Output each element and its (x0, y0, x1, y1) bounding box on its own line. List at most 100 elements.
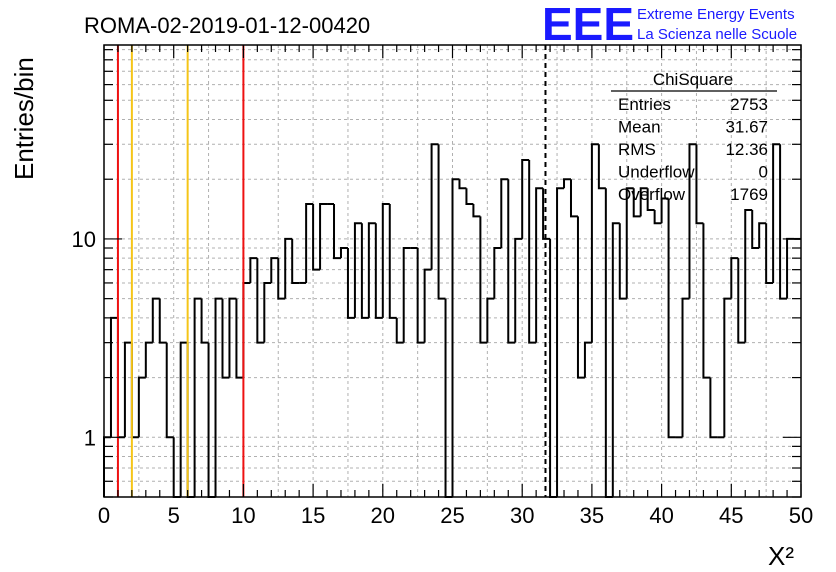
histogram-bin (493, 247, 502, 299)
stats-label: Mean (618, 118, 661, 137)
histogram-bin (151, 297, 160, 343)
histogram-bin (472, 204, 481, 218)
histogram-bin (632, 188, 641, 218)
histogram-bin (193, 297, 202, 497)
x-tick-label: 5 (168, 503, 180, 528)
histogram-bin (563, 178, 571, 189)
stats-value: 31.67 (725, 118, 768, 137)
x-axis-title: X² (768, 541, 794, 571)
histogram-bin (319, 203, 328, 270)
x-tick-label: 40 (649, 503, 673, 528)
histogram-bin (556, 187, 565, 497)
histogram-bin (402, 247, 411, 343)
histogram-bin (186, 342, 195, 498)
histogram-bin (569, 179, 578, 218)
histogram-bin (395, 317, 404, 344)
histogram-bin (130, 342, 139, 439)
y-tick-label: 10 (72, 227, 96, 252)
x-tick-label: 20 (371, 503, 395, 528)
histogram-bin (214, 297, 223, 497)
histogram-bin (228, 297, 237, 378)
histogram-bin (270, 257, 279, 283)
reference-lines (116, 45, 547, 497)
histogram-bin (507, 179, 516, 344)
stats-value: 12.36 (725, 140, 768, 159)
histogram-bin (730, 257, 739, 299)
histogram-bin (137, 376, 146, 438)
histogram-bin (639, 187, 648, 217)
run-title: ROMA-02-2019-01-12-00420 (84, 13, 370, 38)
x-tick-label: 25 (440, 503, 464, 528)
eee-logo: EEE Extreme Energy Events La Scienza nel… (542, 0, 797, 50)
histogram-bin (333, 204, 341, 260)
histogram-bin (611, 222, 620, 497)
histogram-bin (263, 281, 272, 343)
histogram-bin (486, 297, 495, 343)
histogram-bin (207, 342, 216, 498)
histogram-bin (500, 178, 509, 249)
logo-line-1: Extreme Energy Events (637, 6, 795, 23)
logo-letters: EEE (542, 0, 634, 50)
stats-value: 1769 (730, 185, 768, 204)
y-tick-labels: 1 10 (72, 227, 96, 450)
histogram (103, 143, 801, 498)
histogram-bin (660, 197, 669, 224)
histogram-bin (388, 204, 397, 319)
histogram-bin (165, 342, 174, 439)
logo-line-2: La Scienza nelle Scuole (637, 26, 797, 43)
histogram-bin (625, 187, 634, 299)
x-tick-label: 10 (231, 503, 255, 528)
stats-title: ChiSquare (653, 70, 733, 89)
histogram-bin (583, 341, 592, 378)
histogram-bin (458, 179, 467, 190)
axis-ticks (103, 45, 802, 498)
histogram-bin (597, 144, 606, 190)
histogram-bin (430, 143, 439, 270)
histogram-bin (291, 238, 300, 284)
stats-label: Entries (618, 95, 671, 114)
x-tick-label: 30 (510, 503, 534, 528)
histogram-bin (653, 209, 662, 225)
histogram-bin (423, 268, 432, 343)
histogram-bin (235, 298, 244, 379)
histogram-bin (702, 223, 711, 379)
histogram-bin (374, 223, 383, 319)
histogram-bin (451, 178, 460, 497)
histogram-bin (444, 298, 453, 498)
histogram-bin (681, 297, 690, 438)
histogram-bin (688, 143, 697, 299)
histogram-bin (576, 216, 585, 379)
histogram-bin (479, 216, 488, 344)
histogram-bin (158, 298, 167, 344)
histogram-bin (312, 204, 321, 271)
histogram-bin (360, 223, 369, 319)
x-tick-label: 45 (719, 503, 743, 528)
x-tick-label: 0 (98, 503, 110, 528)
y-tick-label: 1 (84, 425, 96, 450)
histogram-bin (646, 188, 655, 211)
stats-value: 0 (759, 163, 768, 182)
histogram-bin (200, 298, 209, 344)
histogram-bin (667, 198, 676, 439)
histogram-bin (723, 297, 732, 438)
histogram-bin (695, 144, 704, 225)
histogram-bin (353, 222, 362, 318)
histogram-bin (256, 258, 265, 344)
x-tick-label: 35 (580, 503, 604, 528)
histogram-bin (744, 208, 753, 343)
histogram-bin (339, 247, 348, 259)
stats-label: RMS (618, 140, 656, 159)
histogram-bin (416, 248, 425, 344)
histogram-bin (249, 257, 258, 283)
stats-box: ChiSquare Entries 2753 Mean 31.67 RMS 12.36 Un… (611, 70, 777, 204)
histogram-bin (751, 209, 760, 250)
histogram-bin (542, 188, 551, 240)
histogram-bin (758, 222, 767, 249)
histogram-bin (779, 144, 788, 300)
histogram-bin (277, 258, 286, 300)
histogram-bin (535, 187, 544, 343)
histogram-bin (590, 143, 599, 343)
histogram-bin (367, 222, 376, 318)
histogram-bin (765, 223, 774, 284)
histogram-bin (305, 203, 314, 283)
